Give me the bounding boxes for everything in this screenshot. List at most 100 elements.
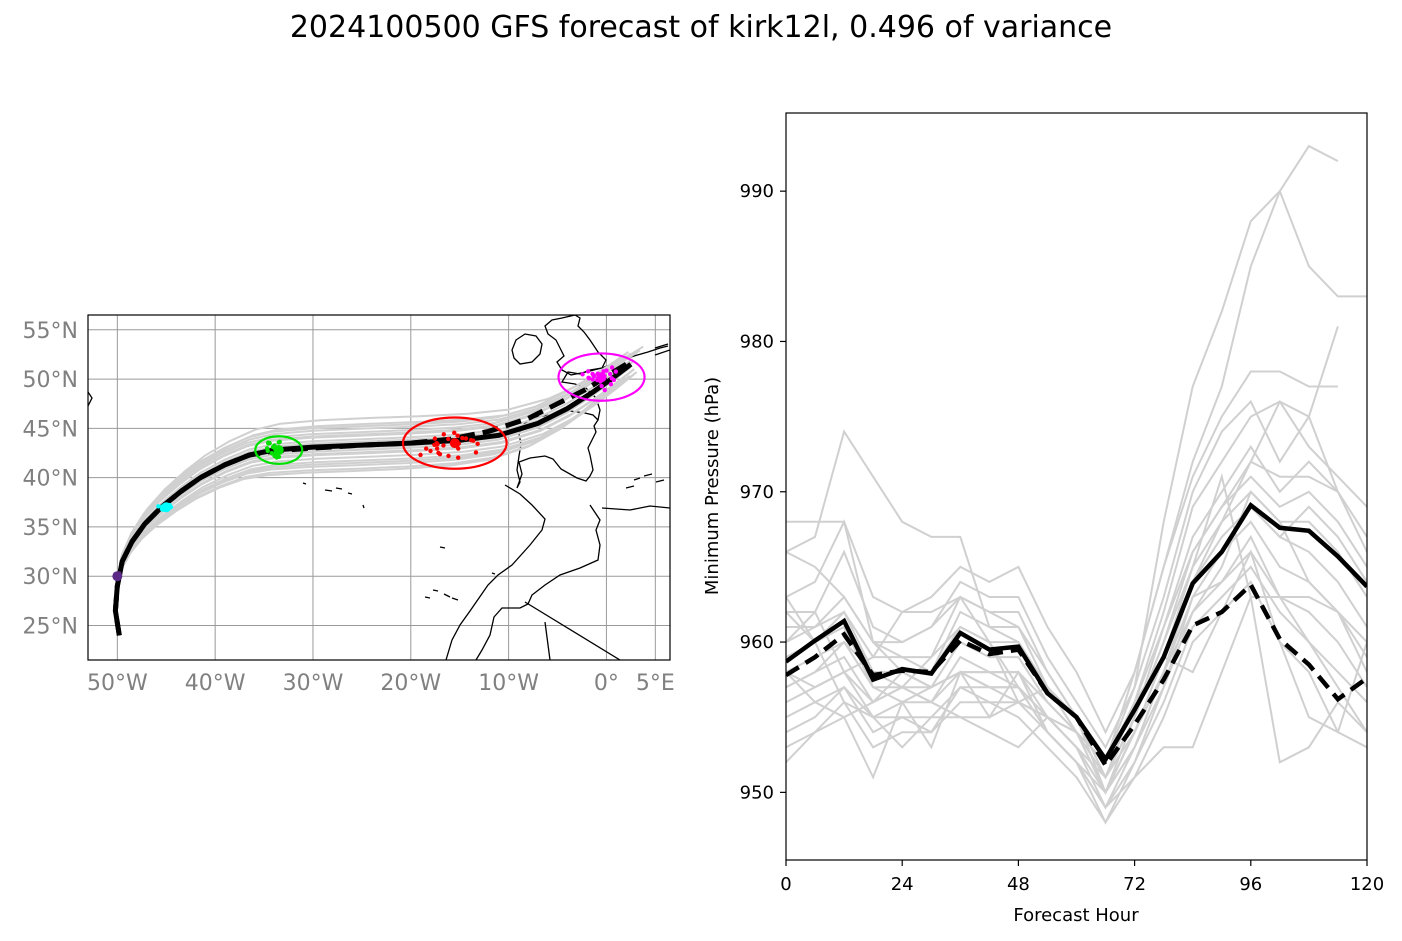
member-position-dot	[599, 383, 604, 389]
cluster-mean-dot	[273, 445, 284, 456]
y-tick-label: 960	[740, 632, 774, 653]
member-position-dot	[475, 441, 480, 447]
map-frame	[87, 314, 671, 661]
member-pressure-line	[786, 549, 1367, 780]
member-pressure-line	[786, 400, 1339, 795]
member-position-dot	[455, 433, 460, 438]
member-position-dot	[266, 441, 271, 446]
cluster-hour-48	[254, 435, 304, 465]
member-track	[114, 351, 629, 636]
uncertainty-ellipse	[254, 435, 304, 465]
pressure-frame	[785, 112, 1368, 861]
y-tick-label: 990	[740, 181, 774, 202]
lat-tick-label: 50°N	[23, 368, 78, 393]
uncertainty-ellipse	[557, 352, 646, 402]
x-tick-label: 72	[1123, 874, 1146, 895]
member-position-dot	[276, 440, 282, 445]
member-position-dot	[437, 451, 443, 457]
member-position-dot	[580, 372, 585, 377]
figure-title: 2024100500 GFS forecast of kirk12l, 0.49…	[289, 10, 1113, 45]
member-position-dot	[452, 430, 457, 435]
lon-tick-label: 50°W	[87, 671, 148, 696]
member-position-dot	[274, 455, 279, 460]
member-position-dot	[441, 432, 446, 437]
cluster-hour-24	[156, 502, 174, 513]
member-position-dot	[418, 452, 423, 458]
member-position-dot	[590, 377, 595, 382]
member-position-dot	[428, 448, 433, 454]
member-position-dot	[434, 446, 440, 451]
lon-tick-label: 20°W	[380, 671, 441, 696]
member-position-dot	[609, 365, 615, 370]
y-tick-label: 950	[740, 782, 774, 803]
member-position-dot	[471, 438, 476, 443]
cluster-mean-dot	[112, 571, 123, 582]
cluster-mean-dot	[161, 502, 172, 513]
x-tick-label: 48	[1007, 874, 1030, 895]
x-tick-label: 96	[1239, 874, 1262, 895]
member-position-dot	[473, 450, 479, 455]
y-tick-label: 970	[740, 482, 774, 503]
uncertainty-ellipse	[401, 416, 508, 470]
member-position-dot	[423, 446, 429, 451]
lat-tick-label: 40°N	[23, 467, 78, 492]
member-position-dot	[455, 455, 461, 460]
member-pressure-line	[786, 370, 1338, 735]
member-position-dot	[446, 436, 451, 442]
lon-tick-label: 5°E	[636, 671, 675, 696]
x-tick-label: 24	[891, 874, 914, 895]
member-position-dot	[586, 369, 591, 374]
y-ticks: 950 960 970 980 990	[740, 181, 786, 803]
member-position-dot	[463, 436, 469, 441]
longitude-tick-labels: 50°W 40°W 30°W 20°W 10°W 0° 5°E	[87, 671, 675, 696]
mean-control-pressure-lines	[786, 501, 1367, 770]
member-position-dot	[264, 446, 270, 451]
x-ticks: 0 24 48 72 96 120	[780, 860, 1384, 895]
map-gridlines	[88, 315, 670, 660]
member-pressure-line	[786, 565, 1367, 825]
mean-pressure-line	[786, 501, 1367, 764]
member-position-dot	[460, 435, 465, 441]
y-tick-label: 980	[740, 331, 774, 352]
x-axis-label: Forecast Hour	[1013, 905, 1139, 926]
member-position-dot	[156, 504, 161, 509]
member-position-dot	[607, 371, 613, 377]
member-position-dot	[269, 451, 275, 456]
member-position-dot	[446, 453, 451, 459]
member-position-dot	[613, 369, 618, 374]
member-position-dot	[434, 441, 439, 446]
lon-tick-label: 40°W	[185, 671, 246, 696]
cluster-hour-0	[112, 571, 123, 582]
lon-tick-label: 30°W	[283, 671, 344, 696]
cluster-hour-72	[401, 416, 508, 470]
lat-tick-label: 25°N	[23, 615, 78, 640]
cluster-hour-96	[557, 352, 646, 402]
member-position-dot	[586, 376, 592, 381]
member-position-dot	[441, 443, 446, 448]
y-axis-label: Minimum Pressure (hPa)	[702, 377, 723, 595]
lat-tick-label: 55°N	[23, 319, 78, 344]
member-position-dot	[591, 373, 597, 379]
mean-track-line	[112, 362, 633, 636]
x-tick-label: 120	[1350, 874, 1384, 895]
lon-tick-label: 10°W	[478, 671, 539, 696]
member-pressure-line	[786, 326, 1339, 750]
lon-tick-label: 0°	[594, 671, 619, 696]
member-position-dot	[432, 436, 438, 441]
mean-track	[112, 362, 633, 636]
latitude-tick-labels: 25°N 30°N 35°N 40°N 45°N 50°N 55°N	[23, 319, 78, 640]
lat-tick-label: 30°N	[23, 565, 78, 590]
member-pressure-line	[786, 505, 1367, 795]
member-position-dot	[608, 382, 614, 387]
member-pressure-line	[786, 580, 1367, 825]
position-clusters	[112, 352, 646, 582]
x-tick-label: 0	[780, 874, 791, 895]
cluster-mean-dot	[596, 372, 607, 383]
cluster-mean-dot	[449, 438, 460, 449]
lat-tick-label: 35°N	[23, 516, 78, 541]
member-position-dot	[602, 387, 607, 393]
lat-tick-label: 45°N	[23, 417, 78, 442]
member-track	[113, 378, 624, 636]
